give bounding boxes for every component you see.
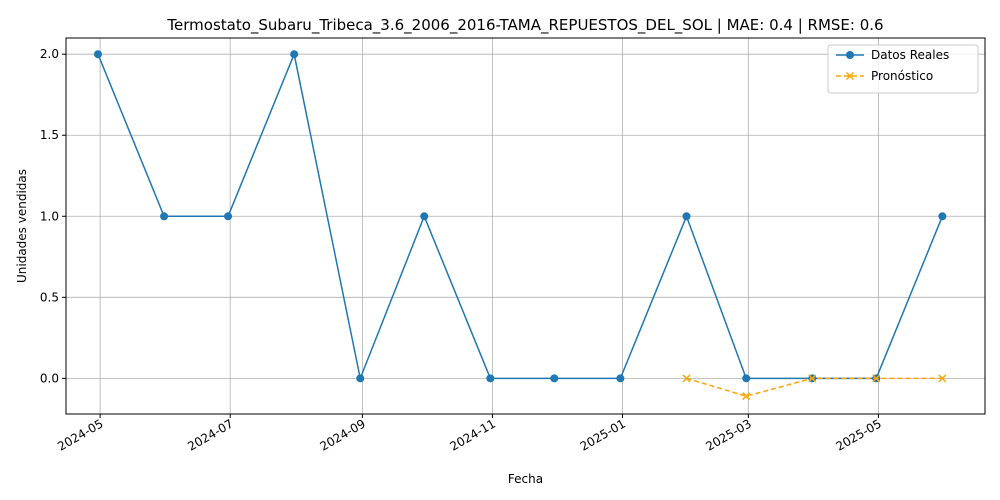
- data-point-0: [486, 374, 495, 383]
- y-tick-label: 0.5: [40, 290, 59, 304]
- data-point-0: [93, 50, 102, 59]
- series: [93, 50, 947, 401]
- chart-title: Termostato_Subaru_Tribeca_3.6_2006_2016-…: [166, 16, 883, 35]
- data-point-0: [160, 212, 169, 221]
- legend-marker-pronostico: [845, 71, 855, 81]
- data-point-0: [224, 212, 233, 221]
- data-point-0: [356, 374, 365, 383]
- plot-frame: [65, 37, 986, 415]
- data-point-0: [420, 212, 429, 221]
- y-tick-label: 1.0: [40, 209, 59, 223]
- data-point-0: [682, 212, 691, 221]
- y-tick-label: 2.0: [40, 47, 59, 61]
- data-point-0: [290, 50, 299, 59]
- legend-marker-datos-reales: [846, 51, 854, 59]
- legend-label-datos-reales: Datos Reales: [871, 48, 949, 62]
- forecast-point-1: [872, 374, 881, 383]
- series-line-0: [97, 53, 944, 380]
- y-tick-label: 0.0: [40, 371, 59, 385]
- forecast-point-1: [808, 374, 817, 383]
- x-axis-label: Fecha: [508, 472, 543, 486]
- y-tick-label: 1.5: [40, 128, 59, 142]
- data-point-0: [742, 374, 751, 383]
- data-point-0: [616, 374, 625, 383]
- legend-label-pronostico: Pronóstico: [871, 69, 933, 83]
- forecast-point-1: [742, 392, 751, 401]
- data-point-0: [938, 212, 947, 221]
- data-point-0: [550, 374, 559, 383]
- forecast-point-1: [938, 374, 947, 383]
- forecast-point-1: [682, 374, 691, 383]
- legend: Datos Reales Pronóstico: [827, 44, 979, 94]
- legend-box: [827, 44, 979, 94]
- y-axis-label: Unidades vendidas: [15, 169, 29, 283]
